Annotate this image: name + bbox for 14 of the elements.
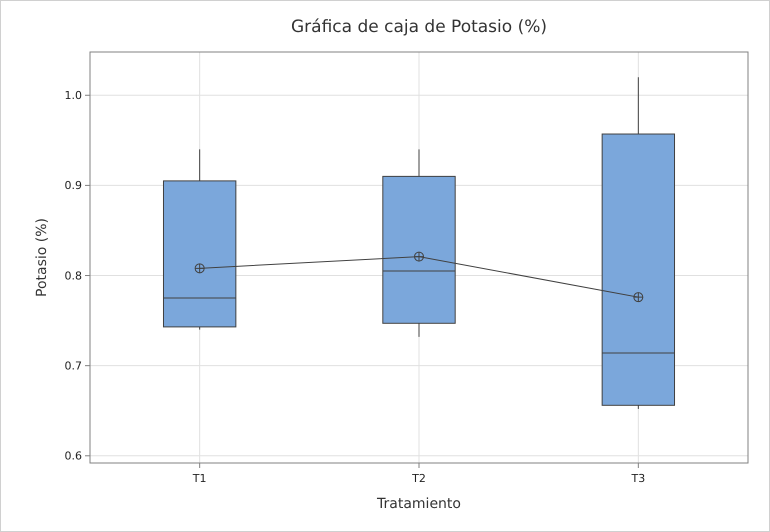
y-tick-label: 0.7: [64, 360, 82, 373]
x-axis-title: Tratamiento: [376, 496, 461, 512]
x-tick-label: T2: [411, 472, 426, 485]
point: [633, 292, 644, 302]
point: [194, 263, 205, 274]
y-tick-label: 0.6: [64, 450, 82, 463]
x-tick-label: T1: [192, 472, 207, 485]
y-axis-title: Potasio (%): [34, 218, 50, 298]
y-tick-label: 0.8: [64, 269, 82, 282]
chart-title: Gráfica de caja de Potasio (%): [290, 17, 548, 37]
y-tick-label: 0.9: [64, 179, 82, 192]
x-tick-label: T3: [630, 472, 646, 485]
point: [414, 252, 424, 262]
y-tick-label: 1.0: [64, 89, 82, 102]
